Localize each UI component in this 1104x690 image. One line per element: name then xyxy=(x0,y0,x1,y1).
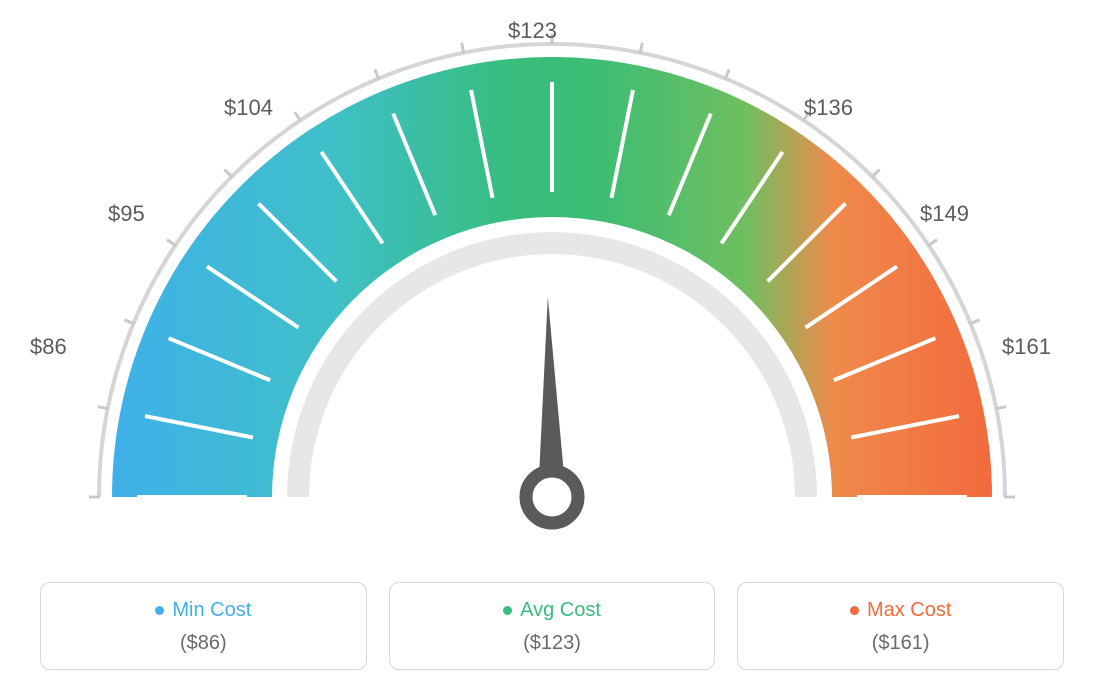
legend-label-avg: Avg Cost xyxy=(520,599,601,621)
gauge-outer-tick xyxy=(995,407,1006,409)
gauge-tick-label-2: $104 xyxy=(224,95,273,121)
gauge-tick-label-4: $136 xyxy=(804,95,853,121)
legend-value-max: ($161) xyxy=(748,632,1053,655)
legend-row: Min Cost ($86) Avg Cost ($123) Max Cost … xyxy=(40,582,1064,670)
cost-gauge-chart: $86 $95 $104 $123 $136 $149 $161 Min Cos… xyxy=(0,0,1104,690)
gauge-svg xyxy=(0,0,1104,560)
gauge-outer-tick xyxy=(98,407,109,409)
legend-title-min: Min Cost xyxy=(51,599,356,622)
legend-value-avg: ($123) xyxy=(400,632,705,655)
legend-title-avg: Avg Cost xyxy=(400,599,705,622)
gauge-outer-tick xyxy=(462,43,464,54)
gauge-area: $86 $95 $104 $123 $136 $149 $161 xyxy=(0,0,1104,560)
legend-label-min: Min Cost xyxy=(172,599,251,621)
gauge-needle-hub xyxy=(526,471,578,523)
legend-dot-avg xyxy=(503,606,512,615)
gauge-outer-tick xyxy=(640,43,642,54)
gauge-tick-label-5: $149 xyxy=(920,201,969,227)
legend-dot-min xyxy=(155,606,164,615)
legend-card-min: Min Cost ($86) xyxy=(40,582,367,670)
legend-card-avg: Avg Cost ($123) xyxy=(389,582,716,670)
gauge-outer-tick xyxy=(225,170,233,178)
legend-card-max: Max Cost ($161) xyxy=(737,582,1064,670)
gauge-tick-label-3: $123 xyxy=(508,18,557,44)
gauge-tick-label-1: $95 xyxy=(108,201,145,227)
gauge-tick-label-0: $86 xyxy=(30,334,67,360)
legend-dot-max xyxy=(850,606,859,615)
gauge-outer-tick xyxy=(872,170,880,178)
legend-value-min: ($86) xyxy=(51,632,356,655)
gauge-tick-label-6: $161 xyxy=(1002,334,1051,360)
legend-title-max: Max Cost xyxy=(748,599,1053,622)
legend-label-max: Max Cost xyxy=(867,599,951,621)
